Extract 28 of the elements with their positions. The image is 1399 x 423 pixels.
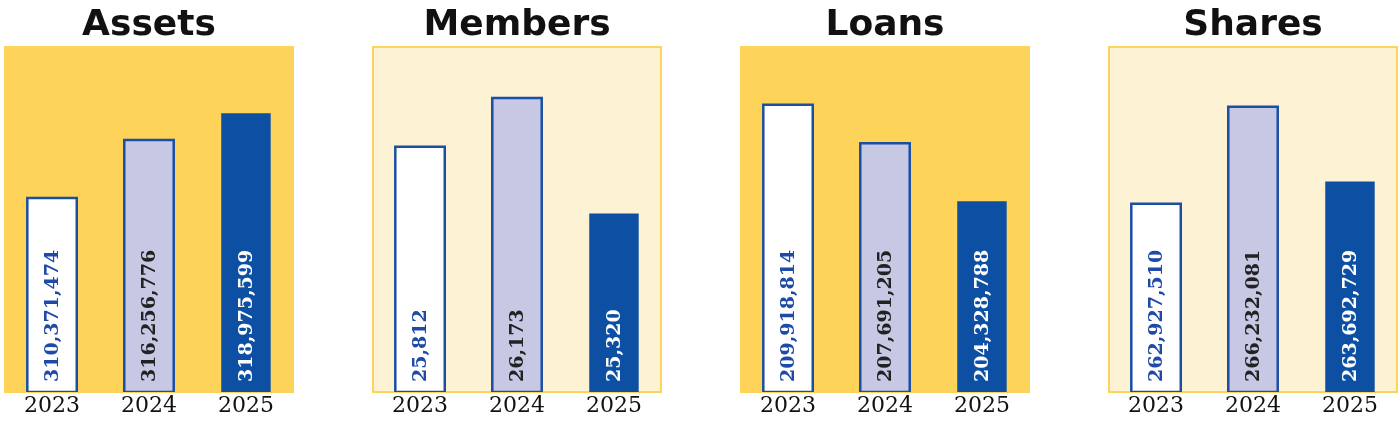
- x-tick-label: 2025: [953, 391, 1010, 417]
- x-tick-label: 2025: [585, 391, 642, 417]
- data-label: 262,927,510: [1144, 249, 1167, 382]
- data-label: 266,232,081: [1241, 249, 1263, 382]
- chart-title: Assets: [82, 2, 216, 43]
- x-tick-label: 2023: [1128, 391, 1185, 417]
- x-tick-label: 2025: [217, 391, 274, 417]
- data-label: 263,692,729: [1337, 249, 1360, 382]
- x-tick-label: 2023: [24, 391, 81, 417]
- x-tick-label: 2024: [1225, 391, 1281, 417]
- chart-title: Shares: [1183, 2, 1323, 43]
- x-tick-label: 2024: [121, 391, 177, 417]
- data-label: 318,975,599: [233, 249, 256, 382]
- data-label: 204,328,788: [969, 249, 992, 382]
- x-tick-label: 2023: [760, 391, 817, 417]
- x-tick-label: 2024: [857, 391, 913, 417]
- data-label: 209,918,814: [776, 249, 799, 382]
- data-label: 26,173: [505, 309, 527, 382]
- data-label: 25,812: [408, 309, 431, 382]
- chart-title: Loans: [825, 2, 945, 43]
- chart-title: Members: [423, 2, 611, 43]
- x-tick-label: 2024: [489, 391, 545, 417]
- x-tick-label: 2025: [1321, 391, 1378, 417]
- data-label: 207,691,205: [873, 249, 895, 382]
- data-label: 316,256,776: [137, 249, 159, 382]
- x-tick-label: 2023: [392, 391, 449, 417]
- data-label: 310,371,474: [40, 249, 63, 382]
- data-label: 25,320: [601, 309, 624, 382]
